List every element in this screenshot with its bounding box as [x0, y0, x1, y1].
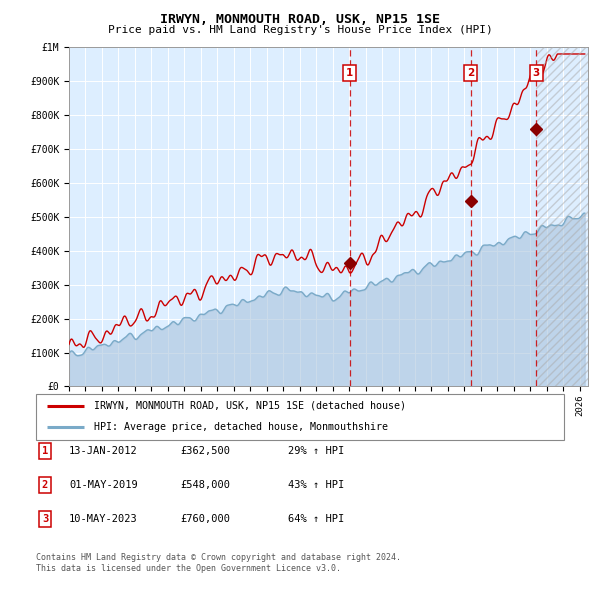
Text: 64% ↑ HPI: 64% ↑ HPI — [288, 514, 344, 523]
Text: 10-MAY-2023: 10-MAY-2023 — [69, 514, 138, 523]
Text: 3: 3 — [533, 68, 540, 78]
Text: Price paid vs. HM Land Registry's House Price Index (HPI): Price paid vs. HM Land Registry's House … — [107, 25, 493, 35]
Text: £548,000: £548,000 — [180, 480, 230, 490]
Text: 43% ↑ HPI: 43% ↑ HPI — [288, 480, 344, 490]
Text: 29% ↑ HPI: 29% ↑ HPI — [288, 447, 344, 456]
Text: This data is licensed under the Open Government Licence v3.0.: This data is licensed under the Open Gov… — [36, 565, 341, 573]
Text: 13-JAN-2012: 13-JAN-2012 — [69, 447, 138, 456]
Text: IRWYN, MONMOUTH ROAD, USK, NP15 1SE: IRWYN, MONMOUTH ROAD, USK, NP15 1SE — [160, 13, 440, 26]
Text: HPI: Average price, detached house, Monmouthshire: HPI: Average price, detached house, Monm… — [94, 422, 388, 432]
Text: Contains HM Land Registry data © Crown copyright and database right 2024.: Contains HM Land Registry data © Crown c… — [36, 553, 401, 562]
Text: 2: 2 — [42, 480, 48, 490]
Text: IRWYN, MONMOUTH ROAD, USK, NP15 1SE (detached house): IRWYN, MONMOUTH ROAD, USK, NP15 1SE (det… — [94, 401, 406, 411]
Bar — [536, 47, 588, 386]
FancyBboxPatch shape — [36, 394, 564, 440]
Text: 01-MAY-2019: 01-MAY-2019 — [69, 480, 138, 490]
Text: 3: 3 — [42, 514, 48, 523]
Text: 2: 2 — [467, 68, 474, 78]
Text: £362,500: £362,500 — [180, 447, 230, 456]
Text: £760,000: £760,000 — [180, 514, 230, 523]
Text: 1: 1 — [346, 68, 353, 78]
Text: 1: 1 — [42, 447, 48, 456]
